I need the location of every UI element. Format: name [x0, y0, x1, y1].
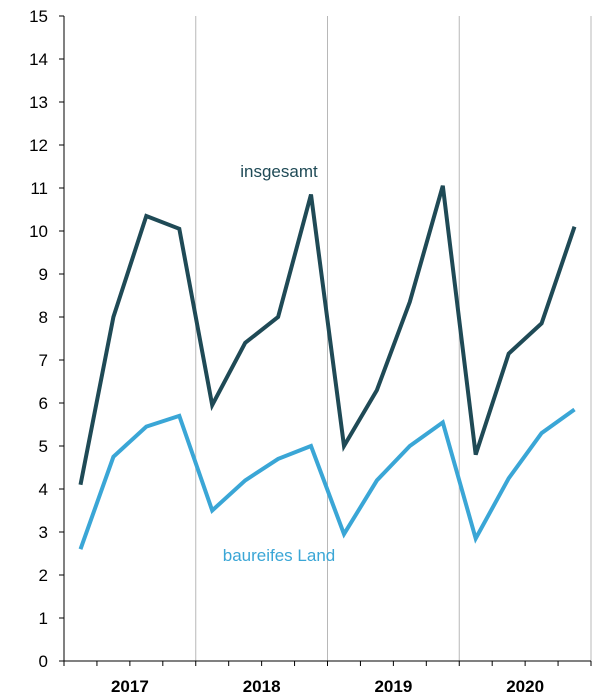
x-axis-ticks: 2017 2018 2019 2020	[63, 661, 592, 696]
series-line-baureifes-land	[78, 407, 576, 550]
chart-series	[78, 185, 577, 550]
y-tick-label: 0	[39, 652, 48, 671]
x-year-label: 2017	[111, 677, 149, 696]
y-tick-label: 13	[29, 93, 48, 112]
y-tick-label: 14	[29, 50, 48, 69]
y-tick-label: 4	[39, 480, 48, 499]
y-tick-label: 9	[39, 265, 48, 284]
y-tick-label: 1	[39, 609, 48, 628]
x-year-label: 2019	[374, 677, 412, 696]
y-tick-label: 5	[39, 437, 48, 456]
y-tick-label: 12	[29, 136, 48, 155]
y-tick-label: 3	[39, 523, 48, 542]
x-year-label: 2018	[243, 677, 281, 696]
series-label-insgesamt: insgesamt	[240, 162, 318, 181]
y-tick-label: 2	[39, 566, 48, 585]
y-tick-label: 6	[39, 394, 48, 413]
y-tick-label: 11	[30, 179, 48, 198]
series-label-baureifes-land: baureifes Land	[223, 546, 335, 565]
series-line-insgesamt	[78, 185, 577, 486]
y-tick-label: 7	[39, 351, 48, 370]
x-year-label: 2020	[506, 677, 544, 696]
y-tick-label: 10	[29, 222, 48, 241]
chart-grid	[195, 16, 592, 661]
y-tick-label: 8	[39, 308, 48, 327]
y-tick-label: 15	[29, 7, 48, 26]
